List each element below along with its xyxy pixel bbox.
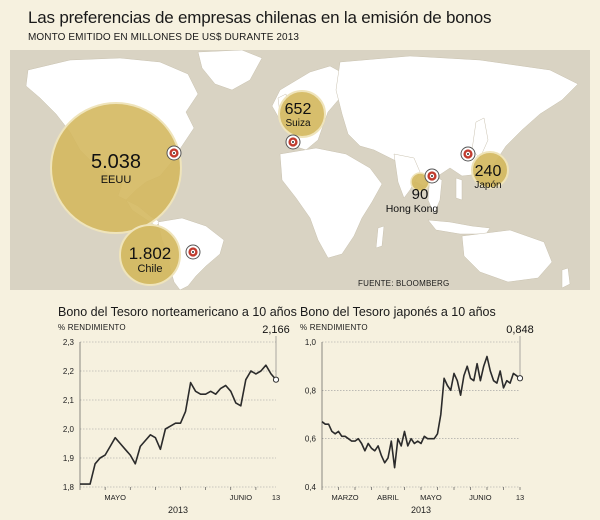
y-tick-label: 1,0 xyxy=(305,338,317,347)
bubble-suiza-value: 652 xyxy=(285,101,312,118)
se-asia-shape xyxy=(427,173,443,215)
world-map-svg: 5.038 EEUU 1.802 Chile 652 Suiza 90 Hong… xyxy=(25,50,579,290)
y-tick-label: 1,8 xyxy=(63,483,75,492)
x-tick-label: MAYO xyxy=(104,493,126,502)
last-value-label: 0,848 xyxy=(506,325,534,336)
x-tick-label: JUNIO xyxy=(230,493,253,502)
japan-shape xyxy=(471,117,489,159)
x-tick-label: JUNIO xyxy=(469,493,492,502)
bubble-japon-value: 240 xyxy=(475,163,502,180)
year-label: 2013 xyxy=(411,505,431,515)
marker-suiza xyxy=(285,134,301,150)
asia-shape xyxy=(335,55,579,187)
page-subtitle: MONTO EMITIDO EN MILLONES DE US$ DURANTE… xyxy=(28,32,300,43)
philippines-shape xyxy=(455,177,463,201)
y-tick-label: 1,9 xyxy=(63,454,75,463)
bubble-eeuu-value: 5.038 xyxy=(91,151,141,173)
marker-eeuu xyxy=(166,145,182,161)
bubbles xyxy=(50,90,509,286)
y-tick-label: 2,1 xyxy=(63,396,75,405)
year-label: 2013 xyxy=(168,505,188,515)
bubble-chile xyxy=(119,224,181,286)
bubble-labels: 5.038 EEUU 1.802 Chile 652 Suiza 90 Hong… xyxy=(91,101,502,275)
jp-bond-title: Bono del Tesoro japonés a 10 años xyxy=(300,305,496,319)
bubble-japon-label: Japón xyxy=(474,180,501,191)
new-zealand-shape xyxy=(561,267,571,289)
us-bond-chart: 1,8 1,9 2,0 2,1 2,2 2,3 MAYO JUNIO 13 2013 2,166 xyxy=(63,325,290,515)
bubble-eeuu-label: EEUU xyxy=(101,174,132,186)
series-line xyxy=(321,355,521,469)
series-line xyxy=(80,364,277,485)
bubble-eeuu xyxy=(50,102,182,234)
x-tick-label: 13 xyxy=(516,493,524,502)
bubble-chile-value: 1.802 xyxy=(129,244,172,263)
y-tick-label: 2,3 xyxy=(63,338,75,347)
x-tick-label: 13 xyxy=(272,493,280,502)
page-title: Las preferencias de empresas chilenas en… xyxy=(28,8,492,27)
last-value-dot xyxy=(516,375,524,382)
last-value-dot xyxy=(272,376,280,383)
x-tick-label: ABRIL xyxy=(377,493,399,502)
bubble-suiza xyxy=(278,90,326,138)
y-tick-label: 0,4 xyxy=(305,483,317,492)
x-tick-label: MARZO xyxy=(332,493,359,502)
bubble-suiza-label: Suiza xyxy=(285,118,310,129)
bubble-hongkong-value: 90 xyxy=(412,186,429,203)
marker-chile xyxy=(185,244,201,260)
indonesia-shape xyxy=(427,219,491,235)
australia-shape xyxy=(461,229,553,283)
greenland-shape xyxy=(197,50,263,91)
bubble-hongkong-label: Hong Kong xyxy=(386,203,439,215)
x-tick-label: MAYO xyxy=(420,493,442,502)
y-tick-label: 0,6 xyxy=(305,435,317,444)
y-tick-label: 0,8 xyxy=(305,386,317,395)
bubble-japon xyxy=(471,151,509,189)
marker-hongkong xyxy=(424,168,440,184)
us-bond-ylabel: % RENDIMIENTO xyxy=(58,323,126,332)
madagascar-shape xyxy=(375,225,385,249)
india-shape xyxy=(393,153,421,199)
jp-bond-ylabel: % RENDIMIENTO xyxy=(300,323,368,332)
source-note: FUENTE: BLOOMBERG xyxy=(358,279,450,288)
jp-bond-chart: 0,4 0,6 0,8 1,0 MARZO ABRIL MAYO JUNIO 13 2013 0,8… xyxy=(305,325,534,515)
marker-japon xyxy=(460,146,476,162)
bubble-chile-label: Chile xyxy=(137,263,162,275)
world-map: 5.038 EEUU 1.802 Chile 652 Suiza 90 Hong… xyxy=(10,50,590,290)
y-tick-label: 2,2 xyxy=(63,367,75,376)
us-bond-title: Bono del Tesoro norteamericano a 10 años xyxy=(58,305,297,319)
last-value-label: 2,166 xyxy=(262,325,290,336)
africa-shape xyxy=(279,147,383,259)
location-markers xyxy=(166,134,476,260)
y-tick-label: 2,0 xyxy=(63,425,75,434)
